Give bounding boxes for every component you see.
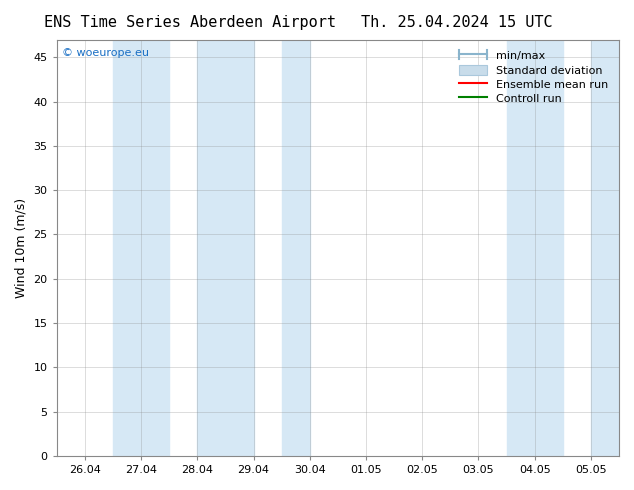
Text: © woeurope.eu: © woeurope.eu <box>62 48 150 58</box>
Bar <box>281 40 310 456</box>
Bar <box>507 40 563 456</box>
Legend: min/max, Standard deviation, Ensemble mean run, Controll run: min/max, Standard deviation, Ensemble me… <box>453 45 614 109</box>
Bar <box>591 40 619 456</box>
Bar <box>113 40 169 456</box>
Y-axis label: Wind 10m (m/s): Wind 10m (m/s) <box>15 197 28 298</box>
Text: Th. 25.04.2024 15 UTC: Th. 25.04.2024 15 UTC <box>361 15 552 30</box>
Bar <box>197 40 254 456</box>
Text: ENS Time Series Aberdeen Airport: ENS Time Series Aberdeen Airport <box>44 15 336 30</box>
